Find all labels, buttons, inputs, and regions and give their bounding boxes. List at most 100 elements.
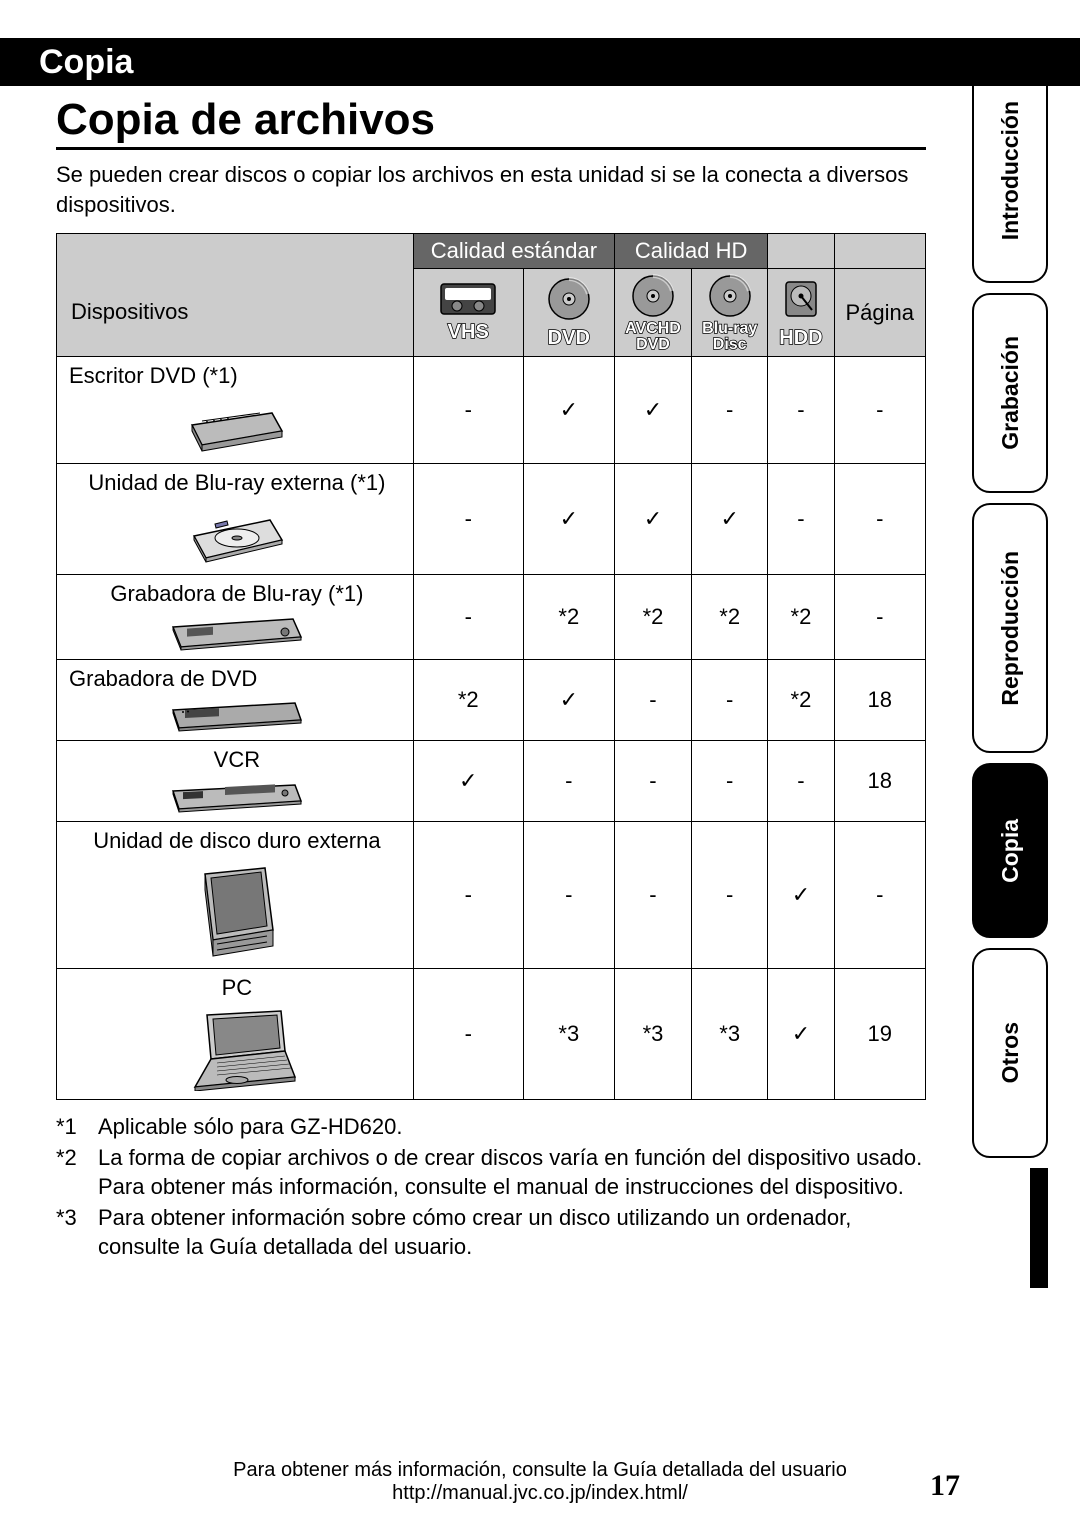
cell: -	[691, 356, 767, 463]
tab-label: Copia	[997, 819, 1024, 883]
side-tab-copia[interactable]: Copia	[972, 763, 1048, 938]
page-title: Copia de archivos	[56, 95, 926, 150]
dvd-recorder-icon	[167, 698, 307, 732]
cell: ✓	[768, 968, 834, 1099]
cell: -	[413, 574, 523, 659]
tab-label: Reproducción	[997, 551, 1024, 706]
table-row: Unidad de Blu-ray externa (*1) - ✓ ✓ ✓ -…	[57, 463, 926, 574]
device-name: Grabadora de DVD	[69, 666, 405, 692]
top-black-bar	[0, 38, 1080, 86]
section-tab: Copia	[17, 38, 157, 86]
cell: -	[691, 821, 767, 968]
footnote: *2 La forma de copiar archivos o de crea…	[56, 1143, 926, 1201]
cell: -	[691, 740, 767, 821]
fmt-avchd-label1: AVCHD	[621, 321, 685, 336]
cell: *2	[691, 574, 767, 659]
device-name: Escritor DVD (*1)	[69, 363, 405, 389]
footnote-text: La forma de copiar archivos o de crear d…	[98, 1143, 926, 1201]
tab-label: Introducción	[997, 101, 1024, 240]
side-tab-grabacion[interactable]: Grabación	[972, 293, 1048, 493]
fmt-hdd-label: HDD	[779, 327, 822, 349]
cell: *2	[413, 659, 523, 740]
disc-icon	[546, 276, 592, 322]
cell: ✓	[614, 356, 691, 463]
cell: *2	[614, 574, 691, 659]
footnote-key: *1	[56, 1112, 98, 1141]
fmt-vhs-label: VHS	[448, 321, 489, 343]
table-header-formats-row: Dispositivos VHS DVD	[57, 269, 926, 356]
cell: -	[614, 659, 691, 740]
cell: -	[691, 659, 767, 740]
cell: *2	[768, 574, 834, 659]
device-name: PC	[69, 975, 405, 1001]
fmt-dvd-label: DVD	[548, 327, 590, 349]
footnote-text: Aplicable sólo para GZ-HD620.	[98, 1112, 402, 1141]
cell: -	[768, 356, 834, 463]
bluray-recorder-icon	[167, 613, 307, 651]
footnotes: *1 Aplicable sólo para GZ-HD620. *2 La f…	[56, 1112, 926, 1261]
hdr-page: Página	[834, 269, 925, 356]
footnote: *3 Para obtener información sobre cómo c…	[56, 1203, 926, 1261]
footnote-text: Para obtener información sobre cómo crea…	[98, 1203, 926, 1261]
device-name: Grabadora de Blu-ray (*1)	[69, 581, 405, 607]
disc-icon	[630, 273, 676, 319]
side-tab-introduccion[interactable]: Introducción	[972, 58, 1048, 283]
fmt-bluray: Blu-ray Disc	[691, 269, 767, 356]
cell: -	[413, 821, 523, 968]
device-name: VCR	[69, 747, 405, 773]
footnote: *1 Aplicable sólo para GZ-HD620.	[56, 1112, 926, 1141]
cell: *3	[523, 968, 614, 1099]
hdr-devices: Dispositivos	[57, 269, 414, 356]
table-row: Grabadora de Blu-ray (*1) - *2 *2 *2 *2 …	[57, 574, 926, 659]
cell: ✓	[614, 463, 691, 574]
intro-text: Se pueden crear discos o copiar los arch…	[56, 160, 926, 219]
cell: -	[614, 740, 691, 821]
cell: -	[413, 463, 523, 574]
footer-line-2: http://manual.jvc.co.jp/index.html/	[0, 1482, 1080, 1505]
cell: -	[768, 740, 834, 821]
side-tabs: Introducción Grabación Reproducción Copi…	[970, 58, 1048, 1405]
disc-icon	[707, 273, 753, 319]
fmt-vhs: VHS	[413, 269, 523, 356]
cell: ✓	[523, 659, 614, 740]
bluray-drive-icon	[182, 502, 292, 566]
cell: -	[523, 821, 614, 968]
cell: 19	[834, 968, 925, 1099]
cell: ✓	[768, 821, 834, 968]
vhs-tape-icon	[439, 282, 497, 316]
fmt-bluray-label1: Blu-ray	[698, 321, 761, 336]
cell: -	[834, 574, 925, 659]
tab-label: Otros	[997, 1022, 1024, 1083]
footnote-key: *2	[56, 1143, 98, 1201]
hdr-hd-quality: Calidad HD	[614, 234, 767, 269]
footer-line-1: Para obtener más información, consulte l…	[0, 1459, 1080, 1482]
fmt-avchd: AVCHD DVD	[614, 269, 691, 356]
cell: -	[768, 463, 834, 574]
cell: ✓	[691, 463, 767, 574]
dvd-writer-icon	[182, 395, 292, 455]
device-name: Unidad de Blu-ray externa (*1)	[69, 470, 405, 496]
compatibility-table: Calidad estándar Calidad HD Dispositivos…	[56, 233, 926, 1099]
table-row: VCR ✓ - - - - 18	[57, 740, 926, 821]
footnote-key: *3	[56, 1203, 98, 1261]
fmt-dvd: DVD	[523, 269, 614, 356]
cell: -	[834, 356, 925, 463]
side-tab-otros[interactable]: Otros	[972, 948, 1048, 1158]
cell: -	[523, 740, 614, 821]
cell: -	[413, 356, 523, 463]
cell: *2	[523, 574, 614, 659]
table-row: PC - *3 *3 *3 ✓ 19	[57, 968, 926, 1099]
cell: -	[834, 463, 925, 574]
table-row: Escritor DVD (*1) - ✓ ✓ - - -	[57, 356, 926, 463]
cell: ✓	[523, 356, 614, 463]
table-row: Unidad de disco duro externa - - - - ✓ -	[57, 821, 926, 968]
cell: ✓	[523, 463, 614, 574]
fmt-hdd: HDD	[768, 269, 834, 356]
cell: 18	[834, 659, 925, 740]
page-number: 17	[930, 1469, 960, 1503]
fmt-avchd-label2: DVD	[621, 337, 685, 352]
external-hdd-icon	[187, 860, 287, 960]
tab-label: Grabación	[997, 336, 1024, 450]
side-tab-reproduccion[interactable]: Reproducción	[972, 503, 1048, 753]
cell: ✓	[413, 740, 523, 821]
